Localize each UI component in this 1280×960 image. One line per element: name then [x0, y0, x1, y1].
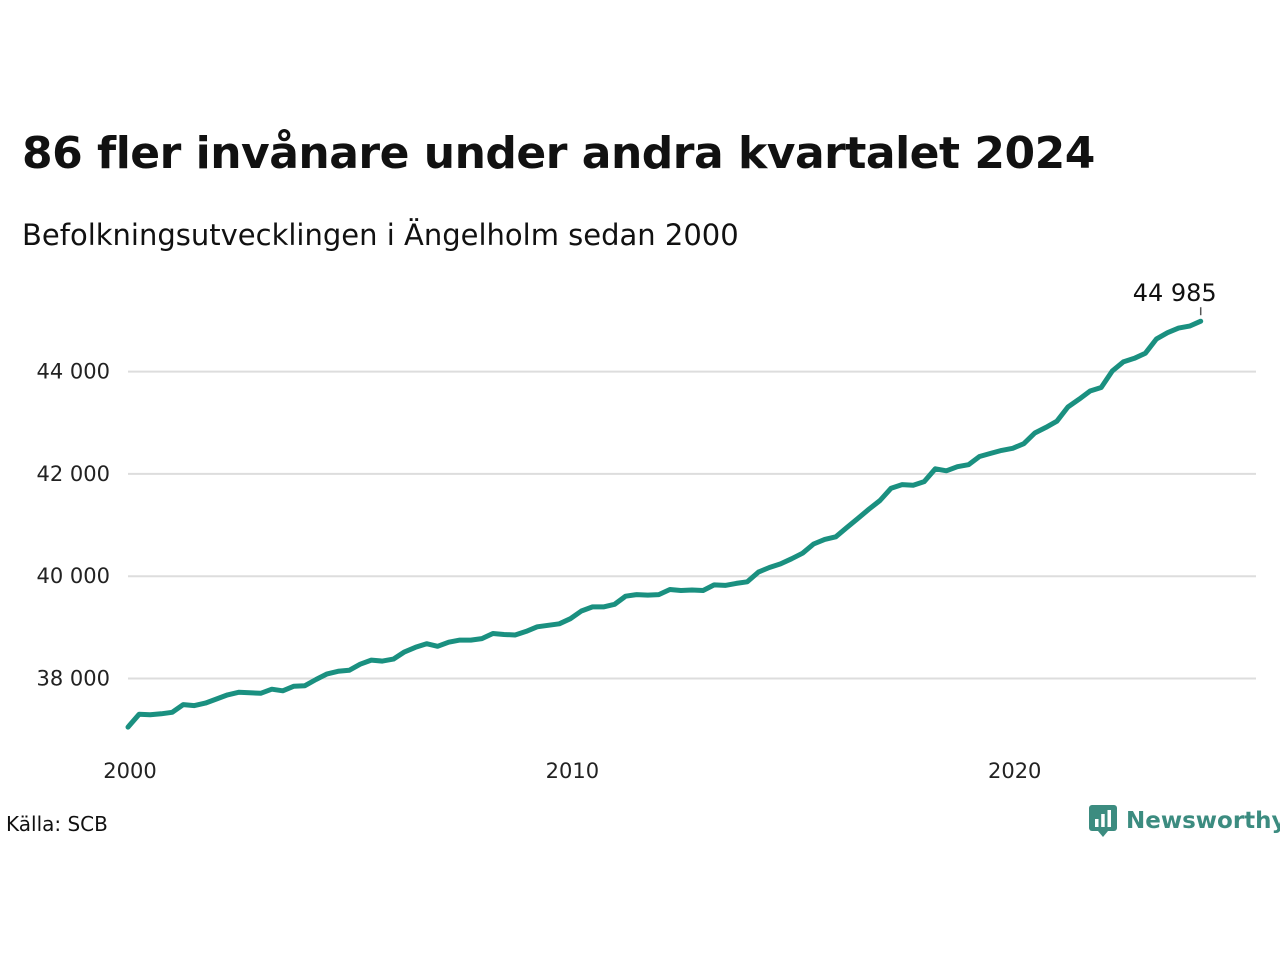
- x-axis-ticks: 2000 2010 2020: [103, 759, 1041, 783]
- x-tick-label: 2020: [988, 759, 1041, 783]
- source-note: Källa: SCB: [6, 812, 108, 836]
- y-tick-label: 42 000: [37, 462, 110, 486]
- brand-name: Newsworthy: [1126, 808, 1280, 834]
- population-series-line: [125, 318, 1204, 730]
- newsworthy-logo-icon: [1089, 805, 1117, 837]
- gridlines: [128, 370, 1256, 680]
- chart-subtitle: Befolkningsutvecklingen i Ängelholm seda…: [22, 218, 739, 252]
- end-value-label: 44 985: [1133, 279, 1217, 307]
- y-axis-ticks: 38 000 40 000 42 000 44 000: [37, 360, 110, 691]
- x-tick-label: 2010: [546, 759, 599, 783]
- chart-title: 86 fler invånare under andra kvartalet 2…: [22, 128, 1095, 179]
- y-tick-label: 40 000: [37, 564, 110, 588]
- y-tick-label: 44 000: [37, 360, 110, 384]
- x-tick-label: 2000: [103, 759, 156, 783]
- y-tick-label: 38 000: [37, 667, 110, 691]
- brand-logo[interactable]: Newsworthy: [1088, 804, 1280, 838]
